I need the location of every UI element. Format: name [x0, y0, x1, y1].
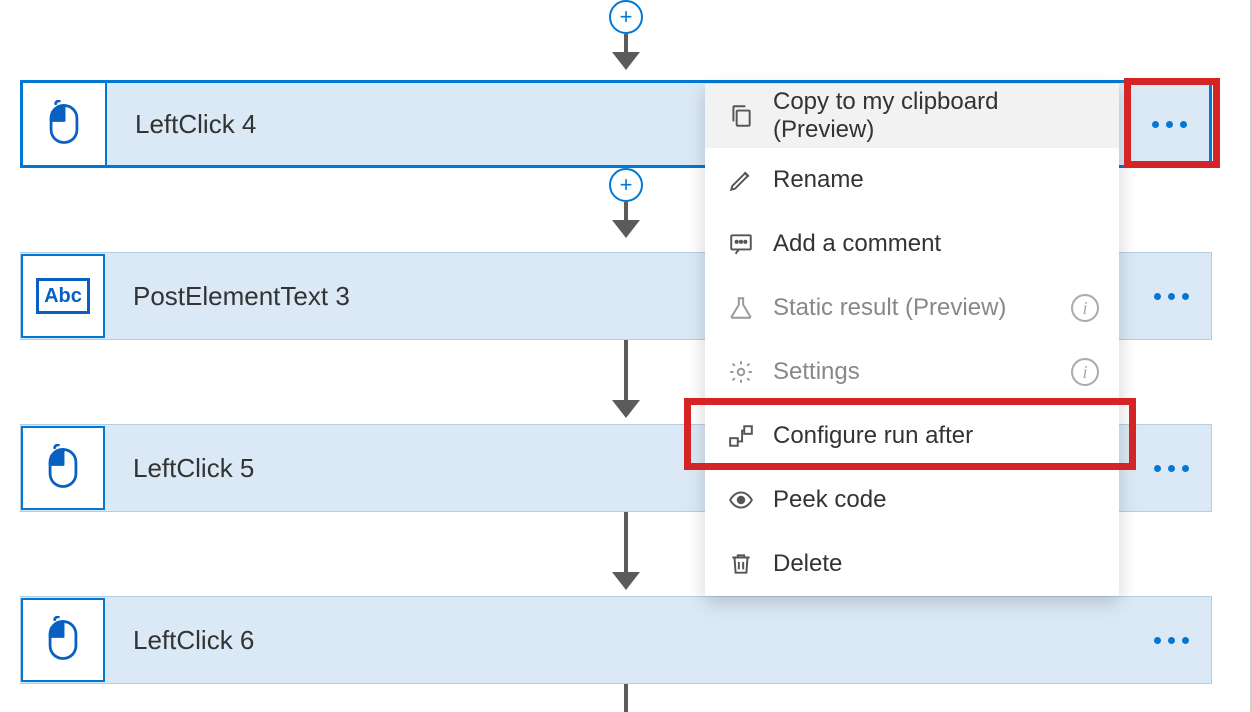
- flow-connector: [612, 340, 640, 418]
- step-more-button[interactable]: [1131, 425, 1211, 511]
- mouse-icon: [21, 598, 105, 682]
- menu-item-rename[interactable]: Rename: [705, 148, 1119, 212]
- eye-icon: [727, 486, 755, 514]
- abc-icon: Abc: [36, 278, 90, 314]
- ellipsis-icon: [1154, 465, 1189, 472]
- menu-item-runafter[interactable]: Configure run after: [705, 404, 1119, 468]
- arrow-down-icon: [612, 572, 640, 590]
- ellipsis-icon: [1154, 293, 1189, 300]
- mouse-icon: [23, 83, 107, 165]
- step-more-button[interactable]: [1129, 83, 1209, 165]
- menu-item-label: Settings: [773, 358, 860, 386]
- menu-item-static: Static result (Preview) i: [705, 276, 1119, 340]
- trash-icon: [727, 550, 755, 578]
- menu-item-settings: Settings i: [705, 340, 1119, 404]
- mouse-icon: [21, 426, 105, 510]
- arrow-down-icon: [612, 400, 640, 418]
- connector-line: [624, 512, 628, 572]
- runafter-icon: [727, 422, 755, 450]
- step-more-button[interactable]: [1131, 253, 1211, 339]
- flow-step-leftclick6[interactable]: LeftClick 6: [20, 596, 1212, 684]
- flow-connector: [624, 684, 628, 712]
- copy-icon: [727, 102, 755, 130]
- arrow-down-icon: [612, 220, 640, 238]
- info-icon[interactable]: i: [1071, 358, 1099, 386]
- arrow-down-icon: [612, 52, 640, 70]
- pencil-icon: [727, 166, 755, 194]
- add-step-button[interactable]: +: [609, 0, 643, 34]
- comment-icon: [727, 230, 755, 258]
- context-menu: Copy to my clipboard (Preview) Rename Add …: [705, 84, 1119, 596]
- menu-item-label: Add a comment: [773, 230, 941, 258]
- flow-connector: +: [609, 168, 643, 238]
- add-step-button[interactable]: +: [609, 168, 643, 202]
- menu-item-comment[interactable]: Add a comment: [705, 212, 1119, 276]
- connector-line: [624, 34, 628, 52]
- ellipsis-icon: [1154, 637, 1189, 644]
- connector-line: [624, 340, 628, 400]
- menu-item-label: Rename: [773, 166, 864, 194]
- menu-item-copy[interactable]: Copy to my clipboard (Preview): [705, 84, 1119, 148]
- connector-line: [624, 202, 628, 220]
- menu-item-label: Peek code: [773, 486, 886, 514]
- flow-connector: [612, 512, 640, 590]
- text-icon: Abc: [21, 254, 105, 338]
- flow-connector: +: [609, 0, 643, 70]
- menu-item-delete[interactable]: Delete: [705, 532, 1119, 596]
- flow-canvas: ++LeftClick 4AbcPostElementText 3LeftCli…: [0, 0, 1252, 712]
- info-icon[interactable]: i: [1071, 294, 1099, 322]
- step-more-button[interactable]: [1131, 597, 1211, 683]
- connector-line: [624, 684, 628, 712]
- menu-item-label: Configure run after: [773, 422, 973, 450]
- gear-icon: [727, 358, 755, 386]
- step-label: LeftClick 6: [133, 625, 1131, 656]
- menu-item-label: Copy to my clipboard (Preview): [773, 88, 1097, 144]
- menu-item-peek[interactable]: Peek code: [705, 468, 1119, 532]
- flask-icon: [727, 294, 755, 322]
- menu-item-label: Static result (Preview): [773, 294, 1006, 322]
- ellipsis-icon: [1152, 121, 1187, 128]
- menu-item-label: Delete: [773, 550, 842, 578]
